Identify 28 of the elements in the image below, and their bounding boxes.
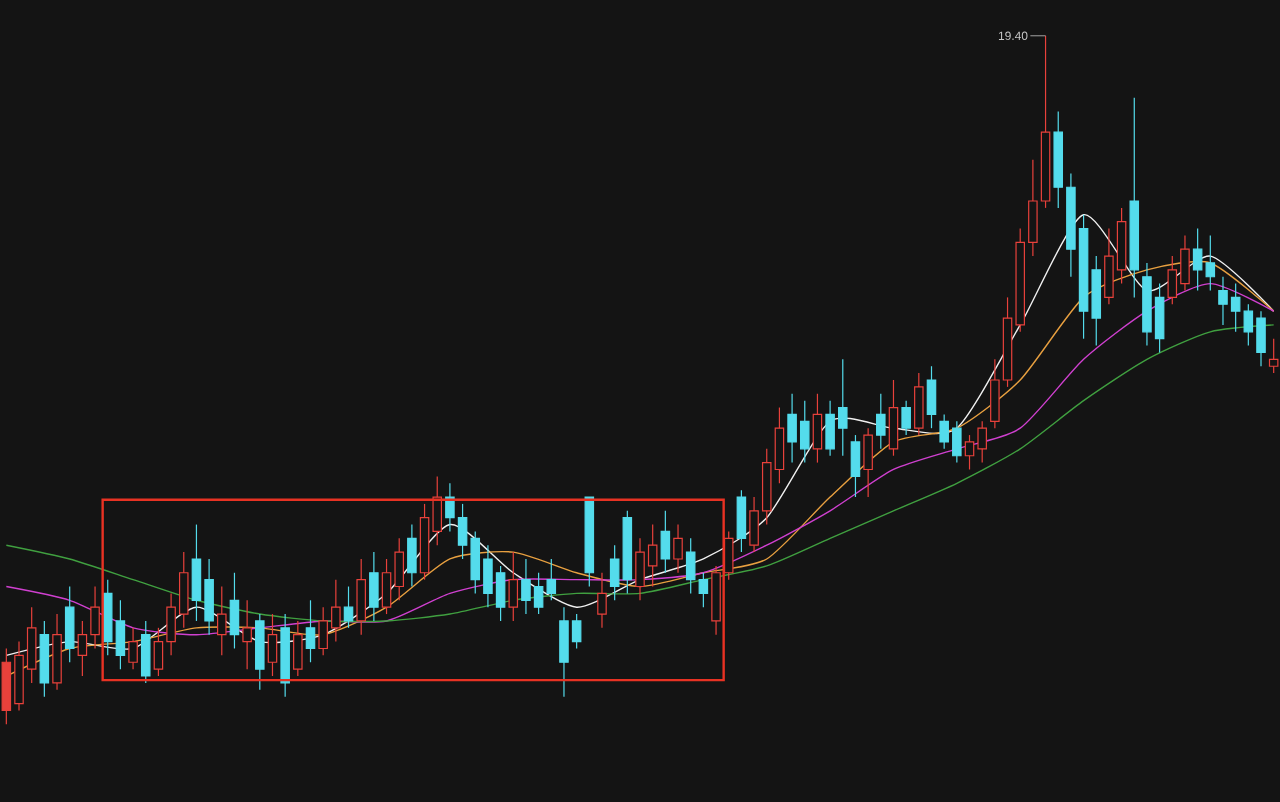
candlestick [914, 372, 924, 436]
candlestick [343, 585, 354, 629]
candlestick [609, 544, 620, 601]
candlestick [128, 627, 138, 670]
candlestick [850, 434, 861, 498]
candlestick [229, 572, 240, 650]
candlestick [888, 379, 899, 457]
candlestick [369, 551, 379, 622]
candlestick [293, 620, 303, 677]
candlestick [407, 523, 417, 588]
candlestick [812, 393, 823, 464]
candlestick [217, 585, 227, 656]
candlestick [356, 558, 366, 636]
candlestick [242, 599, 252, 670]
candlestick [863, 427, 873, 498]
candlestick [660, 510, 671, 574]
candlestick [901, 400, 911, 436]
candlestick [926, 365, 937, 429]
candlestick [597, 572, 607, 629]
candlestick [64, 585, 75, 663]
candlestick [305, 599, 316, 663]
candlestick [876, 393, 886, 450]
candlestick [723, 530, 734, 581]
candlestick [673, 523, 683, 574]
candlestick [140, 620, 151, 684]
candlestick [508, 551, 519, 622]
candlestick [267, 613, 278, 677]
candlestick [736, 489, 747, 553]
